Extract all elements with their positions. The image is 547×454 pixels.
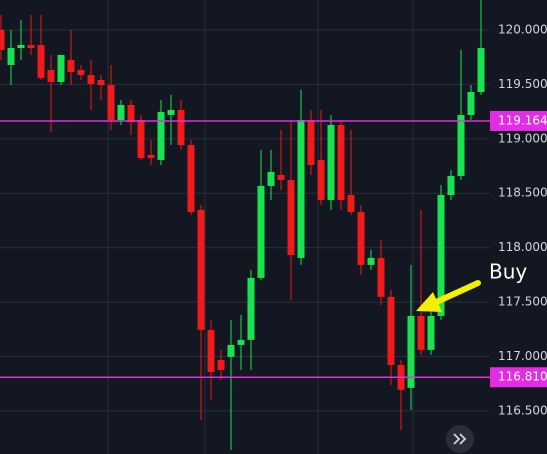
candle-body bbox=[437, 194, 445, 316]
level-label: 116.810 bbox=[498, 370, 547, 384]
y-tick-label: 119.000 bbox=[498, 131, 547, 145]
annotation: Buy bbox=[489, 260, 527, 284]
candle-body bbox=[337, 124, 345, 200]
candle-body bbox=[257, 185, 265, 278]
candle-body bbox=[367, 257, 375, 265]
candle-body bbox=[467, 91, 475, 115]
candle-body bbox=[177, 109, 185, 146]
candle-body bbox=[217, 359, 225, 370]
scroll-button[interactable] bbox=[446, 425, 474, 453]
candle-body bbox=[317, 159, 325, 200]
candle-body bbox=[287, 179, 295, 255]
y-tick-label: 117.000 bbox=[498, 349, 547, 363]
candle-body bbox=[7, 48, 15, 65]
candle-body bbox=[137, 119, 145, 158]
candle-body bbox=[357, 211, 365, 265]
candle-body bbox=[197, 209, 205, 330]
level-label-box bbox=[490, 367, 547, 388]
candle-body bbox=[247, 277, 255, 340]
candle-body bbox=[97, 80, 105, 86]
candle-body bbox=[377, 257, 385, 297]
candle-body bbox=[447, 175, 455, 195]
candle-body bbox=[27, 44, 35, 49]
candle-body bbox=[207, 329, 215, 372]
candle-body bbox=[107, 85, 115, 120]
candle-body bbox=[387, 296, 395, 365]
level-label: 119.164 bbox=[498, 113, 547, 127]
candle-body bbox=[117, 104, 125, 120]
candle-body bbox=[127, 104, 135, 122]
candle-body bbox=[47, 70, 55, 82]
candle-body bbox=[17, 44, 25, 49]
candle-body bbox=[57, 54, 65, 82]
candle-body bbox=[277, 174, 285, 180]
candle-body bbox=[67, 59, 75, 72]
candle-body bbox=[297, 119, 305, 258]
candle-body bbox=[327, 124, 335, 200]
candle-body bbox=[417, 315, 425, 350]
candle-body bbox=[0, 29, 5, 50]
candle-body bbox=[37, 44, 45, 78]
candle-body bbox=[477, 48, 485, 92]
candle-body bbox=[307, 119, 315, 165]
candle-body bbox=[427, 315, 435, 350]
candle-body bbox=[347, 194, 355, 212]
candle-body bbox=[457, 114, 465, 176]
candle-body bbox=[227, 344, 235, 357]
candle-body bbox=[407, 315, 415, 388]
candle-body bbox=[187, 145, 195, 212]
y-tick-label: 116.500 bbox=[498, 403, 547, 417]
candle-body bbox=[77, 70, 85, 76]
y-tick-label: 120.000 bbox=[498, 22, 547, 36]
candle-body bbox=[87, 75, 95, 84]
arrow-shaft bbox=[429, 280, 481, 307]
candle-body bbox=[147, 154, 155, 158]
arrow-head bbox=[416, 292, 442, 312]
buy-arrow bbox=[416, 280, 481, 312]
candle-body bbox=[157, 111, 165, 160]
y-tick-label: 118.500 bbox=[498, 186, 547, 200]
candle-body bbox=[167, 109, 175, 115]
y-tick-label: 117.500 bbox=[498, 295, 547, 309]
level-label-box bbox=[490, 110, 547, 131]
y-tick-label: 118.000 bbox=[498, 240, 547, 254]
y-tick-label: 119.500 bbox=[498, 77, 547, 91]
candle-body bbox=[267, 171, 275, 186]
candle-body bbox=[237, 339, 245, 345]
button-icon bbox=[453, 433, 467, 445]
